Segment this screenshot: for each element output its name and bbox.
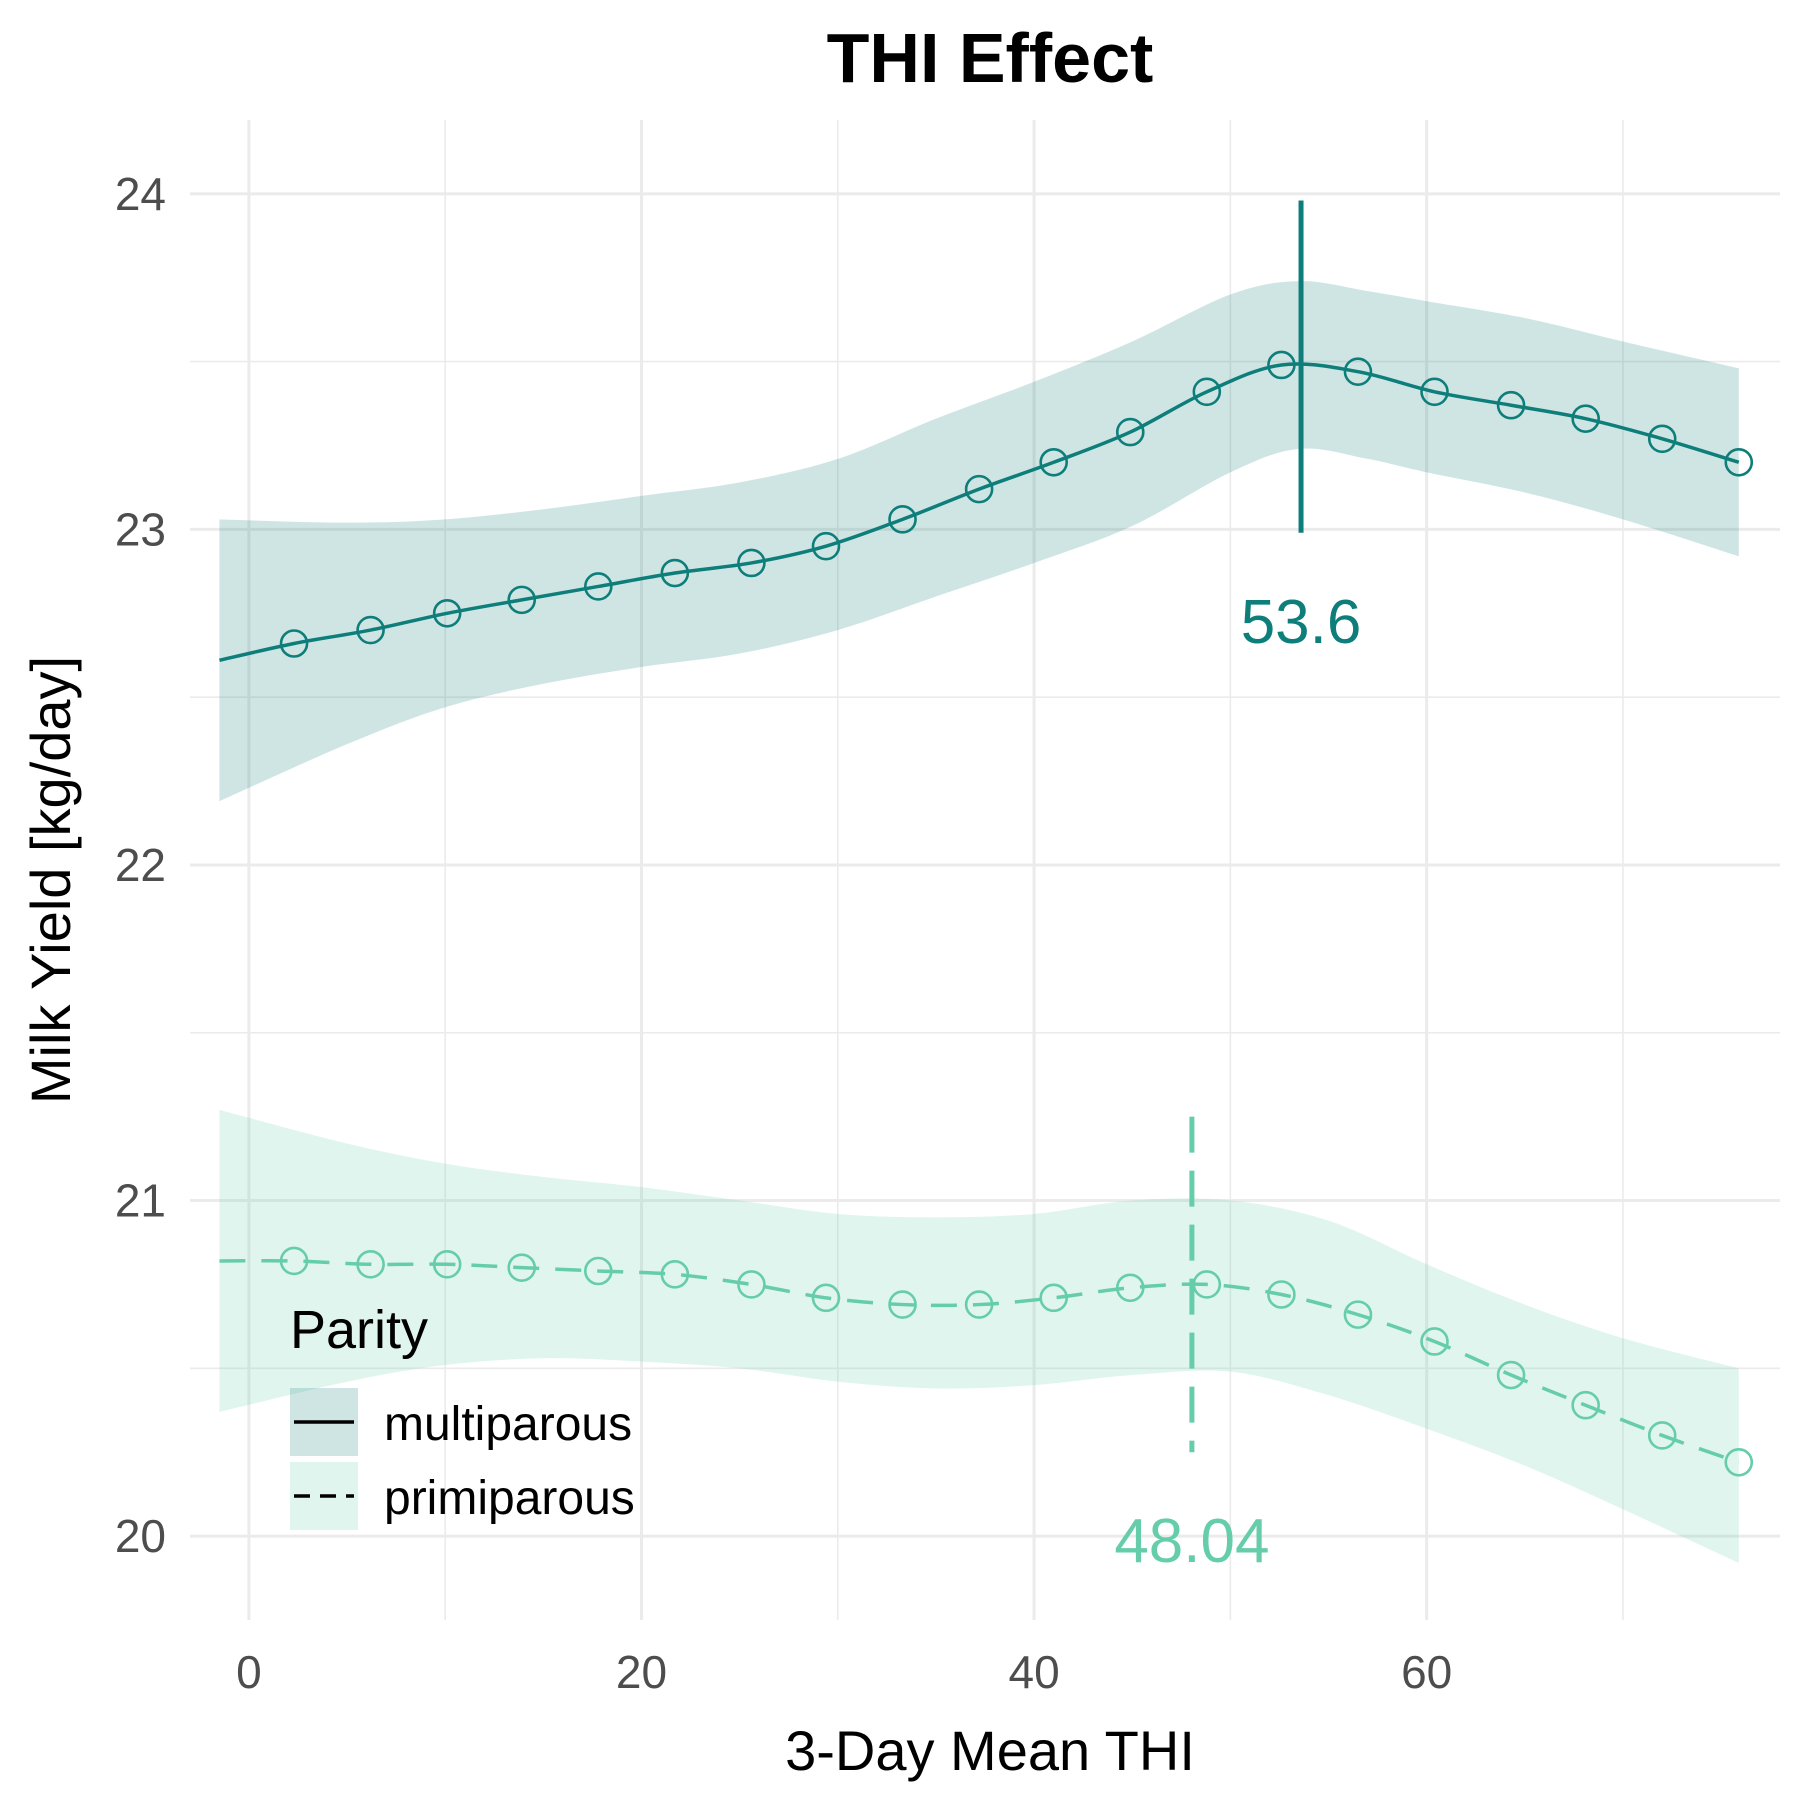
confidence-band-primiparous xyxy=(219,1109,1739,1563)
confidence-band-multiparous xyxy=(219,281,1739,802)
data-point-multiparous xyxy=(1267,350,1296,380)
data-point-multiparous xyxy=(1647,424,1677,454)
series-line-primiparous xyxy=(219,1258,1740,1464)
y-axis-title: Milk Yield [kg/day] xyxy=(19,656,82,1104)
y-tick-label: 21 xyxy=(115,1175,166,1227)
threshold-label-multiparous: 53.6 xyxy=(1241,588,1362,657)
band-layer xyxy=(219,281,1739,1563)
x-axis-title: 3-Day Mean THI xyxy=(785,1719,1195,1782)
grid-layer xyxy=(190,120,1780,1620)
data-point-multiparous xyxy=(1192,377,1222,407)
data-point-multiparous xyxy=(964,474,994,504)
threshold-label-primiparous: 48.04 xyxy=(1114,1507,1269,1576)
data-point-multiparous xyxy=(1496,390,1526,420)
data-point-primiparous xyxy=(1039,1283,1069,1313)
data-point-primiparous xyxy=(1115,1273,1145,1303)
data-point-multiparous xyxy=(660,558,690,588)
data-point-primiparous xyxy=(660,1260,690,1289)
y-tick-label: 20 xyxy=(115,1510,166,1562)
data-point-primiparous xyxy=(888,1290,917,1319)
data-point-primiparous xyxy=(1496,1360,1526,1390)
data-point-multiparous xyxy=(583,572,613,601)
legend-title: Parity xyxy=(290,1300,428,1360)
data-point-primiparous xyxy=(1647,1421,1677,1450)
data-point-primiparous xyxy=(432,1249,462,1279)
data-point-multiparous xyxy=(507,585,537,615)
legend-label-multiparous: multiparous xyxy=(384,1398,632,1451)
data-point-primiparous xyxy=(1420,1327,1449,1356)
x-tick-label: 40 xyxy=(1008,1646,1059,1698)
data-point-primiparous xyxy=(356,1249,385,1279)
data-point-primiparous xyxy=(737,1270,766,1299)
data-point-multiparous xyxy=(888,505,917,534)
data-point-multiparous xyxy=(1115,417,1145,447)
data-point-primiparous xyxy=(1724,1447,1754,1477)
x-tick-label: 60 xyxy=(1401,1646,1452,1698)
y-tick-label: 23 xyxy=(115,503,166,555)
data-point-multiparous xyxy=(737,548,766,578)
data-point-multiparous xyxy=(1571,404,1600,433)
data-point-multiparous xyxy=(1420,377,1449,407)
data-point-primiparous xyxy=(1192,1270,1222,1299)
tick-layer: 0 20 40 60 20 21 22 23 24 xyxy=(115,168,1452,1698)
data-point-primiparous xyxy=(1343,1300,1373,1329)
legend: Parity multiparous primiparous xyxy=(290,1300,635,1530)
chart-title: THI Effect xyxy=(827,19,1154,97)
data-point-primiparous xyxy=(964,1290,994,1319)
y-tick-label: 24 xyxy=(115,168,166,220)
data-point-primiparous xyxy=(583,1256,613,1286)
data-point-multiparous xyxy=(1343,357,1373,386)
data-point-primiparous xyxy=(1267,1280,1296,1309)
data-point-multiparous xyxy=(356,615,385,645)
x-tick-label: 20 xyxy=(616,1646,667,1698)
data-point-multiparous xyxy=(279,629,309,658)
point-layer xyxy=(279,350,1754,1477)
data-point-multiparous xyxy=(1039,447,1069,477)
data-point-primiparous xyxy=(279,1246,309,1276)
data-point-primiparous xyxy=(1571,1390,1600,1420)
data-point-multiparous xyxy=(1724,447,1754,477)
y-tick-label: 22 xyxy=(115,839,166,891)
data-point-primiparous xyxy=(811,1283,841,1313)
data-point-primiparous xyxy=(507,1253,537,1282)
series-line-multiparous xyxy=(219,362,1740,662)
legend-label-primiparous: primiparous xyxy=(384,1472,635,1525)
threshold-layer: 53.6 48.04 xyxy=(1114,200,1362,1576)
line-layer xyxy=(219,362,1740,1464)
x-tick-label: 0 xyxy=(236,1646,262,1698)
data-point-multiparous xyxy=(432,598,462,628)
data-point-multiparous xyxy=(811,531,841,561)
